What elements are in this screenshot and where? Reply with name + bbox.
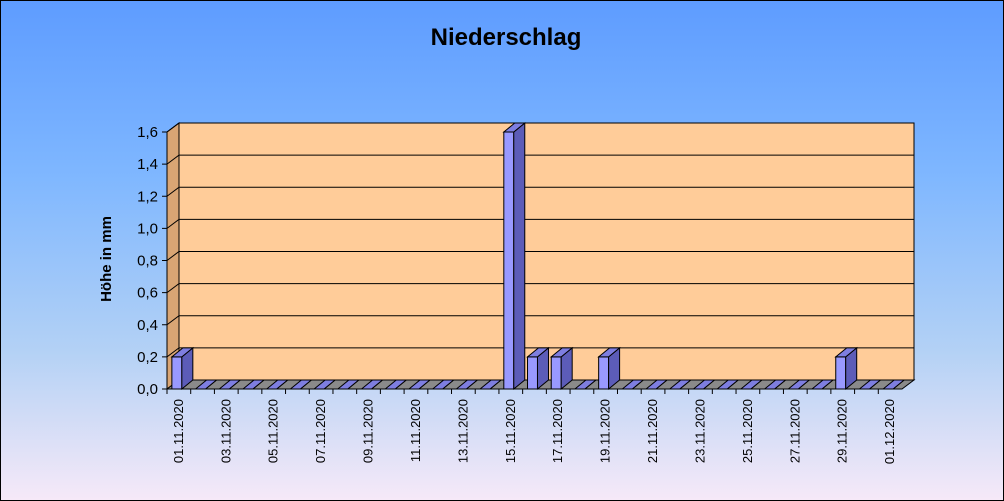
bar-front: [503, 131, 515, 390]
bar-side: [513, 121, 526, 391]
x-tick-label: 25.11.2020: [740, 399, 755, 463]
x-tick-label: 05.11.2020: [266, 399, 281, 463]
x-tick-label: 29.11.2020: [835, 399, 850, 463]
x-tick-label: 03.11.2020: [218, 399, 233, 463]
y-tick-label: 0,6: [137, 285, 158, 302]
gridline: [166, 122, 914, 133]
x-tick-label: 11.11.2020: [408, 399, 423, 462]
x-tick-label: 01.12.2020: [882, 399, 897, 464]
x-tick-label: 27.11.2020: [787, 399, 802, 463]
bar-top: [502, 122, 527, 133]
x-tick-label: 21.11.2020: [645, 399, 660, 463]
x-tick-label: 09.11.2020: [361, 399, 376, 463]
x-tick-label: 19.11.2020: [598, 399, 613, 463]
gridline: [166, 347, 914, 358]
x-tick-label: 17.11.2020: [550, 399, 565, 463]
bar-top: [834, 347, 859, 358]
bar-top: [170, 347, 195, 358]
y-tick-label: 1,0: [137, 220, 158, 237]
bar-top: [526, 347, 550, 358]
y-tick-label: 1,6: [137, 124, 158, 141]
bar-top: [549, 347, 574, 358]
bar-front: [835, 356, 847, 390]
y-tick-label: 0,4: [137, 317, 158, 334]
gridline: [166, 315, 914, 326]
y-tick-label: 1,4: [137, 156, 158, 173]
gridline: [166, 251, 914, 261]
gridline: [166, 154, 914, 165]
chart-title: Niederschlag: [431, 24, 582, 51]
y-tick-label: 1,2: [137, 188, 158, 205]
x-tick-label: 01.11.2020: [171, 399, 186, 463]
y-tick-label: 0,8: [137, 253, 158, 270]
bar-front: [527, 356, 538, 390]
bar-front: [171, 356, 183, 390]
plot-area: 0,0 0,2 0,4 0,6 0,8 1,0 1,2 1,4 1,6 01.11.2020 03.…: [137, 121, 916, 464]
x-tick-label: 07.11.2020: [313, 399, 328, 463]
y-tick-label: 0,2: [137, 349, 158, 366]
bar-front: [550, 356, 562, 390]
y-axis-label: Höhe in mm: [98, 216, 115, 302]
bar-front: [598, 356, 610, 390]
gridline: [166, 186, 914, 197]
bar-top: [597, 347, 622, 358]
x-tick-label: 23.11.2020: [692, 399, 707, 463]
x-tick-label: 13.11.2020: [455, 399, 470, 463]
y-tick-label: 0,0: [137, 381, 158, 398]
x-tick-label: 15.11.2020: [503, 399, 518, 463]
gridline: [166, 218, 914, 229]
gridline: [166, 283, 914, 294]
